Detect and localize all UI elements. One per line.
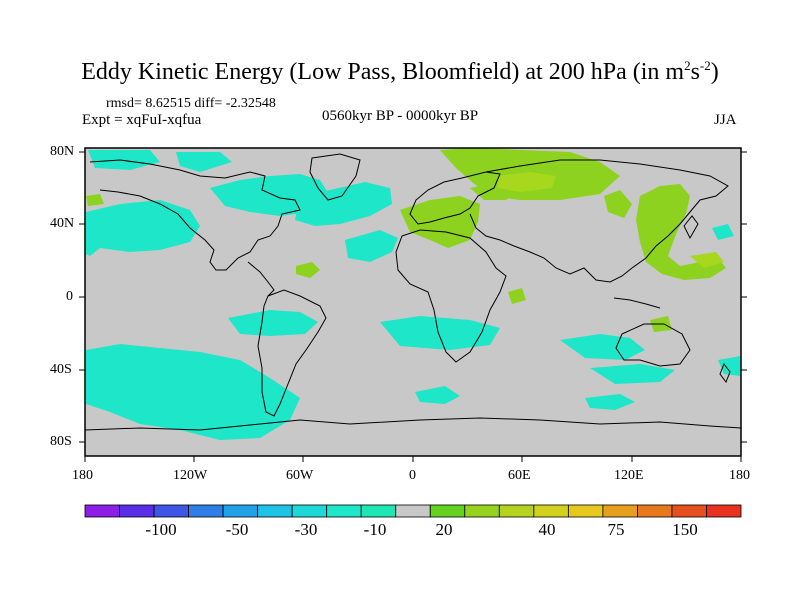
- lat-label-40s: 40S: [50, 362, 72, 377]
- colorbar-label: -10: [363, 520, 387, 539]
- colorbar-swatch: [257, 504, 293, 518]
- colorbar-swatch: [188, 504, 224, 518]
- colorbar-label: -30: [294, 520, 318, 539]
- colorbar-swatch: [153, 504, 189, 518]
- stats-text: rmsd= 8.62515 diff= -2.32548: [106, 96, 276, 111]
- lon-label-120e: 120E: [614, 468, 644, 483]
- colorbar-swatch: [84, 504, 120, 518]
- lon-label-180w: 180: [72, 468, 93, 483]
- period-label: 0560kyr BP - 0000kyr BP: [322, 108, 479, 124]
- map-title: Eddy Kinetic Energy (Low Pass, Bloomfiel…: [81, 58, 719, 85]
- lat-label-80s: 80S: [50, 434, 72, 449]
- lon-label-60e: 60E: [508, 468, 531, 483]
- colorbar-swatch: [326, 504, 362, 518]
- lon-label-0: 0: [409, 468, 416, 483]
- coastlines: [84, 153, 742, 431]
- colorbar-label: 150: [672, 520, 698, 539]
- lon-label-60w: 60W: [286, 468, 314, 483]
- colorbar-swatch: [602, 504, 638, 518]
- colorbar-swatch: [222, 504, 259, 518]
- colorbar-label: -50: [225, 520, 249, 539]
- colorbar-label: 40: [538, 520, 556, 539]
- lon-tick-marks: [84, 456, 742, 462]
- colorbar-swatch: [567, 504, 604, 518]
- colorbar-swatch: [464, 504, 500, 518]
- colorbar-swatch: [637, 504, 673, 518]
- colorbar-swatch: [498, 504, 535, 518]
- lon-label-120w: 120W: [173, 468, 208, 483]
- lon-label-180e: 180: [729, 468, 750, 483]
- colorbar-swatch: [671, 504, 707, 518]
- colorbar-swatch: [360, 504, 397, 518]
- colorbar-swatch: [291, 504, 328, 518]
- anomaly-fill: [86, 148, 741, 440]
- lat-label-80n: 80N: [50, 144, 75, 159]
- lat-label-40n: 40N: [50, 216, 75, 231]
- colorbar-label: 20: [435, 520, 453, 539]
- colorbar-label: -100: [145, 520, 177, 539]
- lat-tick-marks: [79, 151, 747, 443]
- season-label: JJA: [714, 112, 737, 128]
- lat-label-0: 0: [66, 289, 73, 304]
- colorbar-label: 75: [607, 520, 625, 539]
- colorbar: [84, 504, 742, 518]
- colorbar-swatch: [706, 504, 742, 518]
- colorbar-swatch: [533, 504, 569, 518]
- colorbar-swatch: [429, 504, 466, 518]
- experiment-label: Expt = xqFuI-xqfua: [82, 112, 202, 128]
- colorbar-swatch: [119, 504, 155, 518]
- colorbar-swatch: [395, 504, 431, 518]
